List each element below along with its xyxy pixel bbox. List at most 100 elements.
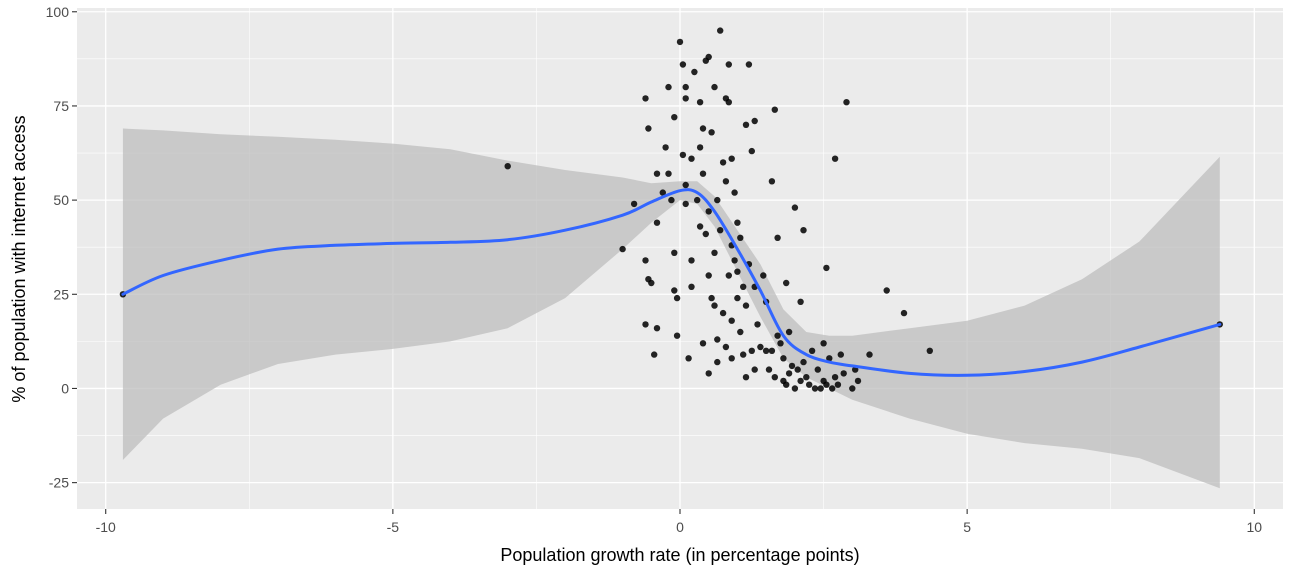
x-axis-title: Population growth rate (in percentage po…	[500, 545, 859, 565]
data-point	[679, 61, 687, 68]
data-point	[760, 272, 767, 279]
data-point	[671, 287, 678, 294]
data-point	[705, 272, 712, 279]
data-point	[722, 343, 730, 351]
data-point	[734, 294, 741, 302]
data-point	[668, 196, 675, 204]
x-tick-label: -5	[387, 519, 400, 535]
data-point	[711, 83, 718, 91]
data-point	[711, 302, 718, 309]
data-point	[705, 370, 712, 377]
data-point	[719, 159, 727, 166]
data-point	[728, 317, 735, 324]
data-point	[783, 381, 790, 388]
data-point	[653, 219, 661, 226]
data-point	[696, 99, 704, 106]
data-point	[742, 374, 750, 381]
data-point	[714, 336, 721, 343]
data-point	[642, 257, 649, 264]
data-point	[843, 99, 850, 106]
data-point	[673, 294, 681, 302]
data-point	[771, 106, 778, 113]
data-point	[785, 328, 793, 336]
data-point	[673, 332, 681, 339]
data-point	[883, 287, 890, 294]
data-point	[662, 144, 669, 151]
data-point	[725, 272, 732, 279]
data-point	[831, 155, 839, 162]
data-point	[745, 61, 753, 68]
x-tick-label: -10	[96, 519, 116, 535]
data-point	[642, 321, 649, 328]
data-point	[685, 355, 692, 362]
data-point	[711, 249, 718, 256]
data-point	[619, 245, 626, 253]
y-tick-label: 100	[46, 4, 70, 20]
data-point	[725, 99, 732, 106]
data-point	[785, 370, 793, 377]
data-point	[696, 144, 704, 151]
data-point	[754, 321, 761, 328]
y-tick-label: -25	[49, 475, 69, 491]
data-point	[665, 83, 672, 91]
data-point	[742, 302, 750, 309]
data-point	[708, 294, 715, 302]
data-point	[705, 208, 712, 215]
data-point	[791, 204, 799, 211]
data-point	[820, 340, 827, 347]
smooth-line	[121, 188, 1222, 377]
data-point	[837, 351, 844, 358]
data-point	[751, 366, 758, 373]
y-tick-label: 75	[53, 98, 69, 114]
data-point	[671, 249, 678, 256]
data-point	[725, 61, 732, 68]
data-point	[771, 374, 778, 381]
data-point	[682, 83, 689, 91]
data-point	[728, 355, 735, 362]
data-point	[642, 95, 649, 102]
data-point	[800, 227, 807, 234]
data-point	[671, 114, 678, 121]
data-point	[651, 351, 658, 358]
y-tick-label: 0	[61, 380, 69, 396]
data-point	[765, 366, 773, 373]
data-point	[780, 355, 787, 362]
data-point	[840, 370, 847, 377]
data-point	[823, 381, 830, 388]
data-point	[737, 328, 744, 336]
data-point	[768, 178, 776, 185]
data-point	[696, 223, 704, 230]
data-point	[728, 155, 735, 162]
data-point	[714, 358, 721, 366]
data-point	[653, 170, 661, 177]
data-point	[699, 340, 707, 347]
data-point	[682, 95, 689, 102]
data-point	[737, 234, 744, 241]
data-point	[645, 276, 652, 283]
y-axis: -25 0 25 50 75 100	[46, 4, 77, 491]
data-point	[803, 374, 810, 381]
data-point	[731, 257, 738, 264]
data-point	[630, 200, 638, 208]
data-point	[788, 362, 796, 370]
y-tick-label: 50	[53, 192, 69, 208]
data-point	[854, 377, 862, 385]
data-point	[504, 163, 511, 170]
data-point	[665, 170, 672, 177]
data-point	[719, 309, 727, 317]
data-point	[774, 234, 781, 241]
data-point	[688, 283, 695, 290]
data-point	[748, 347, 755, 354]
data-point	[751, 117, 758, 125]
data-point	[694, 196, 701, 204]
data-point	[688, 155, 695, 162]
y-tick-label: 25	[53, 286, 69, 302]
data-point	[717, 227, 724, 234]
data-point	[676, 38, 684, 46]
data-point	[708, 129, 715, 136]
data-point	[722, 178, 730, 185]
data-point	[740, 283, 747, 290]
data-point	[814, 366, 821, 373]
x-tick-label: 0	[676, 519, 684, 535]
